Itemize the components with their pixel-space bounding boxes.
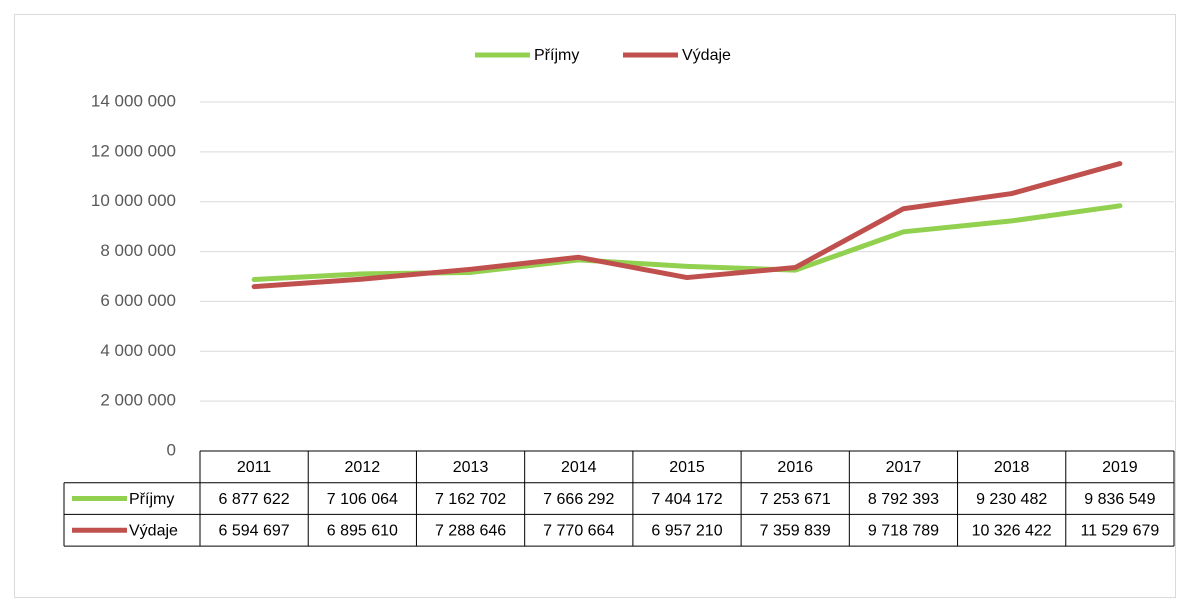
data-label: 8 792 393 xyxy=(868,491,939,508)
chart-border xyxy=(14,14,1176,598)
y-tick-label: 10 000 000 xyxy=(91,191,176,210)
x-tick-label: 2011 xyxy=(237,459,272,476)
y-tick-label: 4 000 000 xyxy=(100,341,176,360)
legend-label: Příjmy xyxy=(534,47,579,64)
data-label: 7 106 064 xyxy=(327,491,398,508)
x-tick-label: 2016 xyxy=(777,459,813,476)
data-label: 7 666 292 xyxy=(543,491,614,508)
y-tick-label: 12 000 000 xyxy=(91,141,176,160)
data-label: 7 359 839 xyxy=(760,522,831,539)
data-label: 7 288 646 xyxy=(435,522,506,539)
data-label: 7 404 172 xyxy=(651,491,722,508)
x-tick-label: 2018 xyxy=(994,459,1030,476)
data-label: 7 253 671 xyxy=(760,491,831,508)
y-tick-label: 14 000 000 xyxy=(91,91,176,110)
y-tick-label: 2 000 000 xyxy=(100,391,176,410)
data-label: 6 594 697 xyxy=(219,522,290,539)
y-tick-label: 0 xyxy=(167,440,176,459)
data-label: 11 529 679 xyxy=(1080,522,1159,539)
y-tick-label: 8 000 000 xyxy=(100,241,176,260)
data-label: 6 877 622 xyxy=(219,491,290,508)
x-tick-label: 2015 xyxy=(669,459,705,476)
data-label: 6 957 210 xyxy=(651,522,722,539)
data-label: 9 718 789 xyxy=(868,522,939,539)
y-tick-label: 6 000 000 xyxy=(100,291,176,310)
data-label: 7 770 664 xyxy=(543,522,614,539)
x-tick-label: 2019 xyxy=(1102,459,1138,476)
data-label: 9 836 549 xyxy=(1084,491,1155,508)
series-line xyxy=(251,161,1123,290)
x-tick-label: 2013 xyxy=(453,459,489,476)
data-label: 10 326 422 xyxy=(972,522,1052,539)
data-label: 7 162 702 xyxy=(435,491,506,508)
x-tick-label: 2014 xyxy=(561,459,597,476)
legend-label: Výdaje xyxy=(682,47,731,64)
table-row-label: Příjmy xyxy=(129,491,174,508)
x-tick-label: 2012 xyxy=(345,459,381,476)
table-row-label: Výdaje xyxy=(129,522,178,539)
data-label: 9 230 482 xyxy=(976,491,1047,508)
data-label: 6 895 610 xyxy=(327,522,398,539)
x-tick-label: 2017 xyxy=(886,459,922,476)
